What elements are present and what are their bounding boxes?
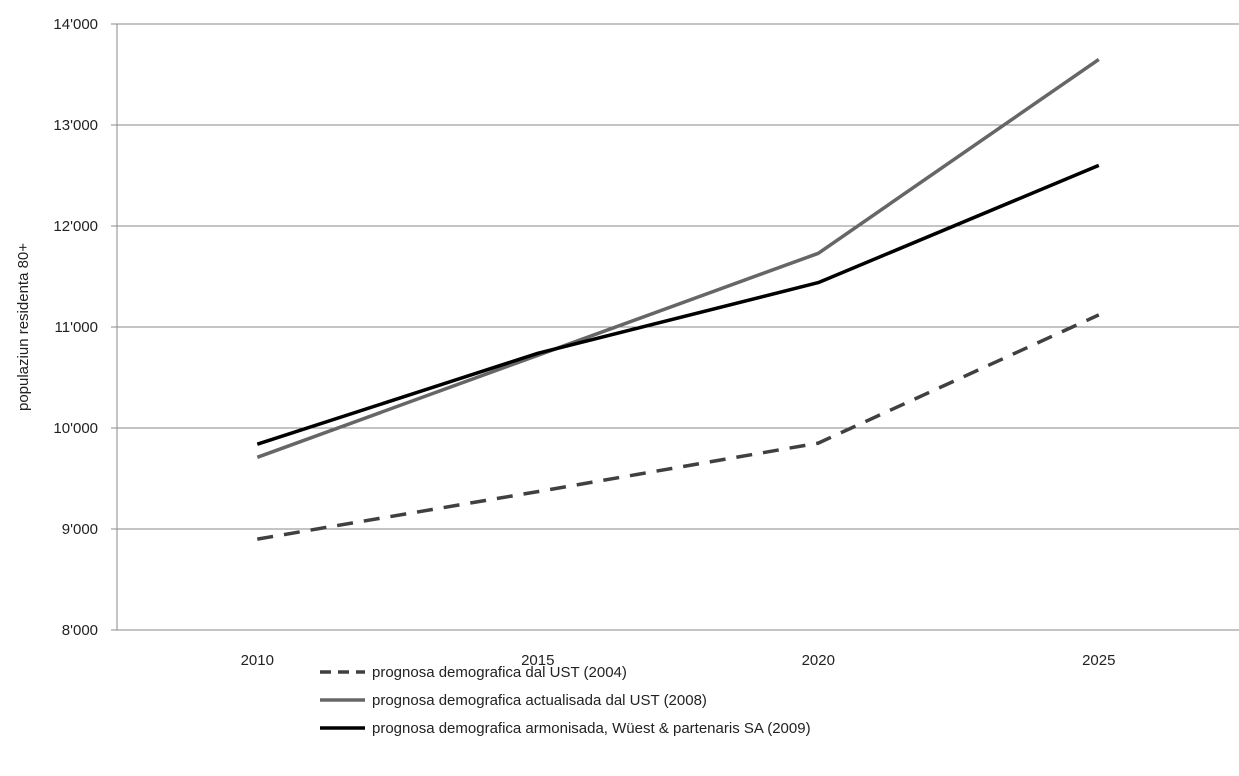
series-line-3 <box>256 163 1100 446</box>
legend-item: prognosa demografica dal UST (2004) <box>320 664 627 681</box>
y-tick-label: 13'000 <box>53 117 98 134</box>
y-axis-label: populaziun residenta 80+ <box>15 243 32 411</box>
x-tick-label: 2010 <box>241 652 274 669</box>
series-line-2 <box>256 57 1100 459</box>
axes <box>111 23 1239 631</box>
y-tick-label: 10'000 <box>53 420 98 437</box>
gridlines <box>117 23 1239 530</box>
x-tick-label: 2020 <box>802 652 835 669</box>
y-tick-labels: 8'000 9'000 10'000 11'000 12'000 13'000 14'000 <box>53 16 98 639</box>
legend-item: prognosa demografica actualisada dal UST… <box>320 692 707 709</box>
y-tick-label: 11'000 <box>55 319 98 336</box>
y-tick-label: 8'000 <box>62 622 98 639</box>
legend-item: prognosa demografica armonisada, Wüest &… <box>320 720 811 737</box>
y-tick-label: 9'000 <box>62 521 98 538</box>
x-tick-label: 2015 <box>521 652 554 669</box>
series-line-1 <box>257 313 1100 541</box>
x-tick-labels: 2010 2015 2020 2025 <box>241 652 1116 669</box>
legend: prognosa demografica dal UST (2004) progn… <box>320 664 811 737</box>
x-tick-label: 2025 <box>1082 652 1115 669</box>
legend-label: prognosa demografica armonisada, Wüest &… <box>372 720 811 737</box>
series-lines <box>256 57 1100 541</box>
y-tick-label: 12'000 <box>53 218 98 235</box>
legend-label: prognosa demografica actualisada dal UST… <box>372 692 707 709</box>
y-tick-label: 14'000 <box>53 16 98 33</box>
legend-label: prognosa demografica dal UST (2004) <box>372 664 627 681</box>
